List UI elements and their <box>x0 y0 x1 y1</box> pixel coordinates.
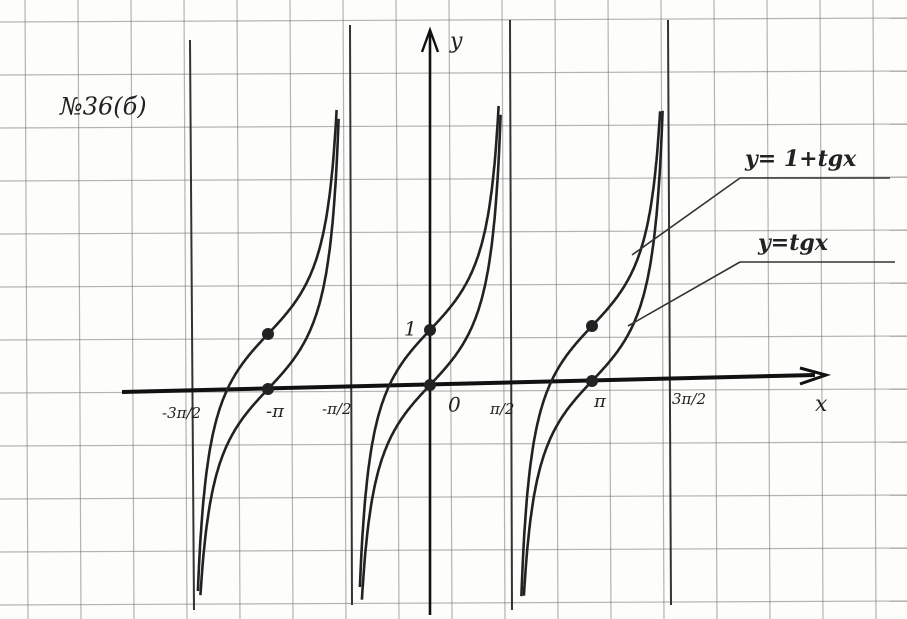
x-tick-label: -π/2 <box>322 400 352 418</box>
graph: №36(б) y x 0 1 -3π/2 -π -π/2 π/2 π 3π/2 … <box>0 0 907 619</box>
point <box>586 320 598 332</box>
x-tick-label: π/2 <box>489 400 514 418</box>
legend-label: y= 1+tgx <box>744 146 857 172</box>
point <box>424 324 436 336</box>
point <box>262 328 274 340</box>
x-tick-label: -π <box>266 401 285 422</box>
y-axis-label: y <box>449 29 463 54</box>
point <box>586 375 598 387</box>
y-one-label: 1 <box>404 317 417 341</box>
legend-label: y=tgx <box>757 230 829 256</box>
x-axis-label: x <box>815 392 828 417</box>
point <box>262 383 274 395</box>
origin-label: 0 <box>448 393 461 417</box>
point <box>424 379 436 391</box>
x-tick-label: π <box>593 391 607 412</box>
x-tick-label: 3π/2 <box>672 390 706 408</box>
x-tick-label: -3π/2 <box>162 404 201 422</box>
problem-number: №36(б) <box>59 93 147 121</box>
